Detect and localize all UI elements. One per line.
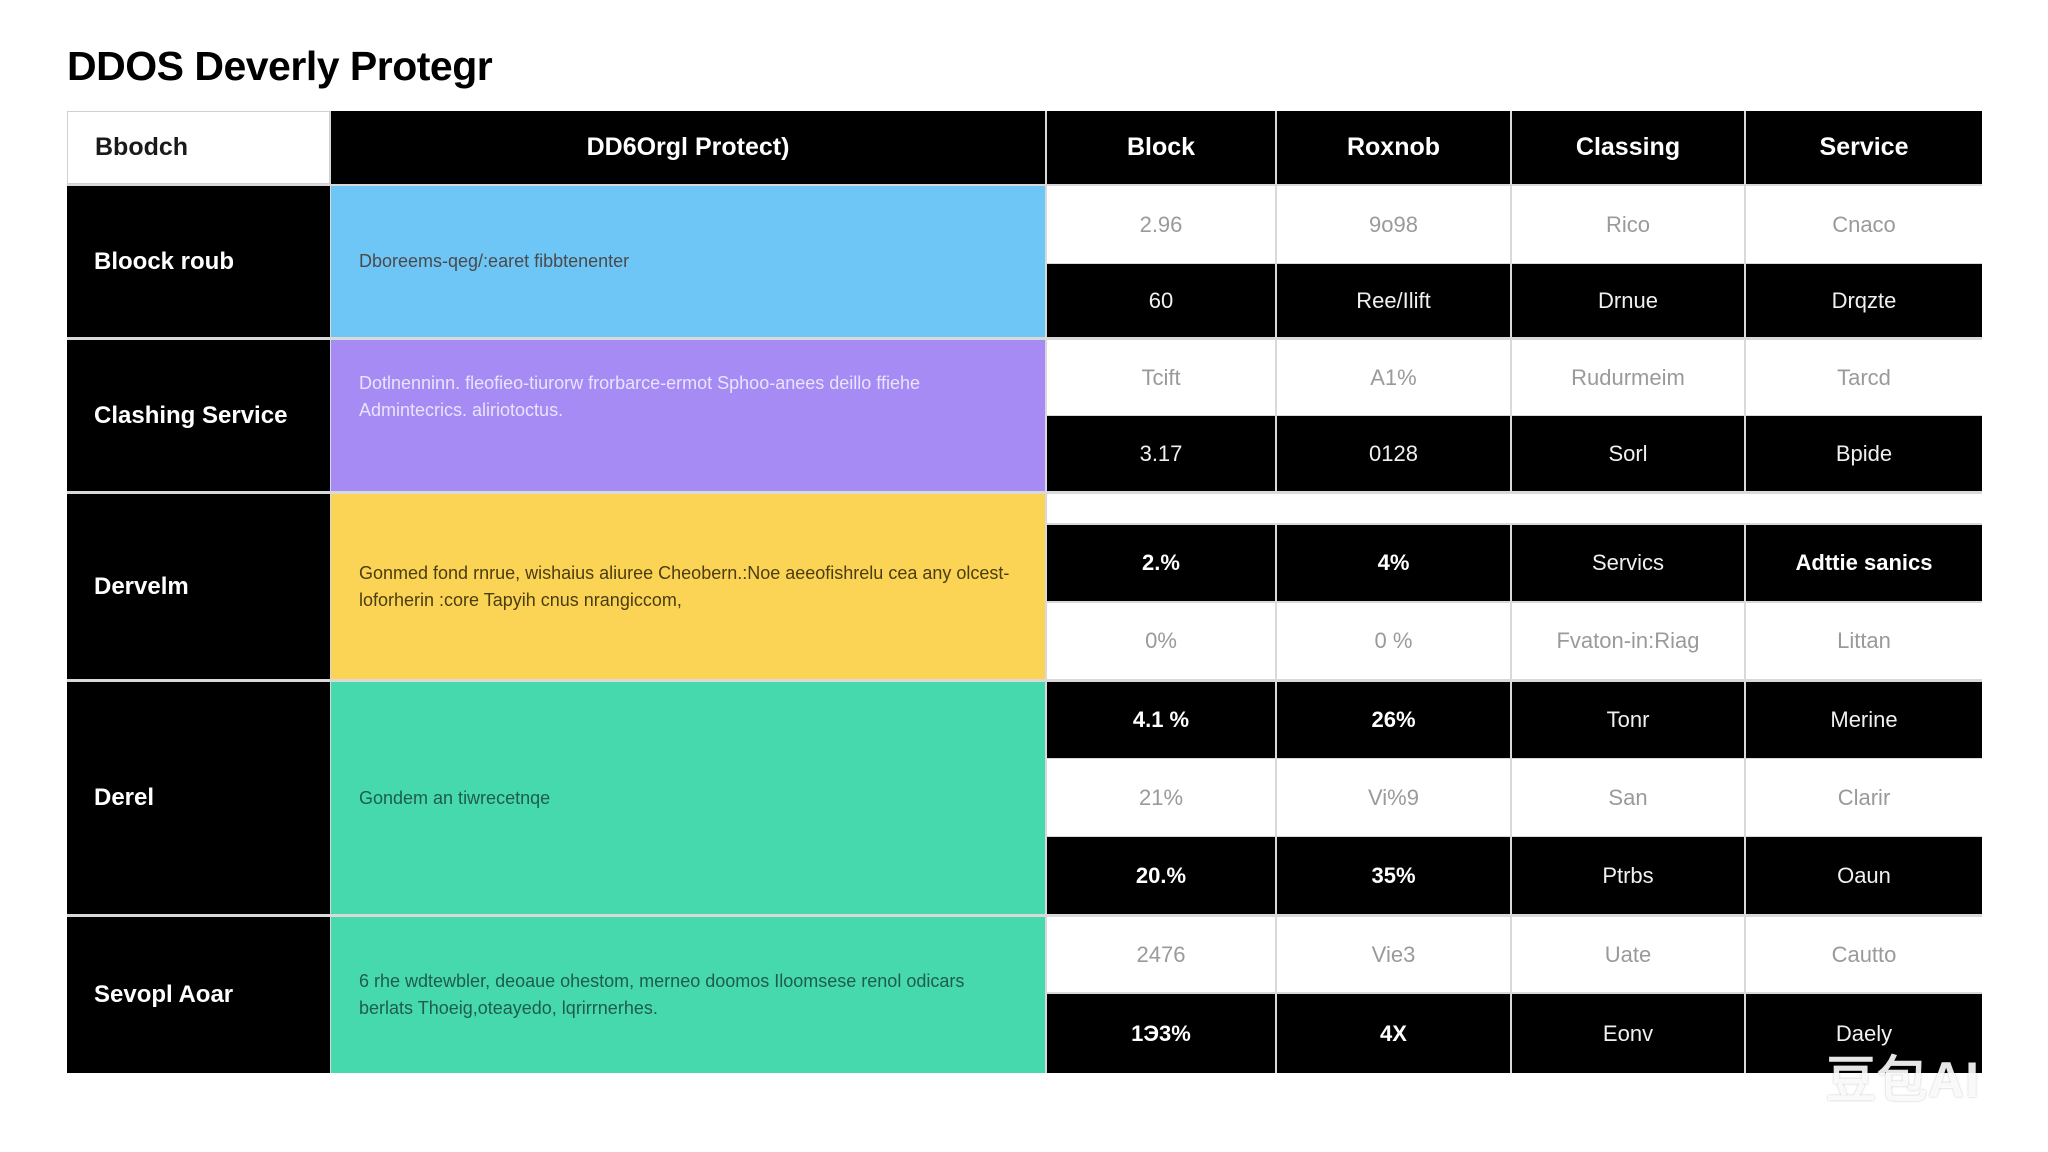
header-cell-roxnob: Roxnob [1277,111,1510,184]
table-cell: Sorl [1512,416,1744,491]
row-label: Derel [67,682,330,914]
table-spacer [1047,494,1982,523]
table-cell: San [1512,759,1744,836]
table-cell: Rudurmeim [1512,340,1744,415]
table-cell: Tonr [1512,682,1744,758]
header-cell-description: DD6Orgl Protect) [331,111,1045,184]
table-cell: 4X [1277,994,1510,1073]
table-cell: 2.96 [1047,186,1275,263]
table-cell: 2.% [1047,525,1275,601]
table-cell: 4% [1277,525,1510,601]
table-cell: 20.% [1047,837,1275,914]
table-cell: Daely [1746,994,1982,1073]
ddos-comparison-table: Bbodch DD6Orgl Protect) Block Roxnob Cla… [67,111,1982,1073]
table-cell: Fvaton-in:Riag [1512,603,1744,679]
table-cell: 35% [1277,837,1510,914]
table-cell: 21% [1047,759,1275,836]
table-cell: Cautto [1746,917,1982,992]
table-cell: Cnaco [1746,186,1982,263]
table-cell: Tcift [1047,340,1275,415]
table-cell: Ree/Ilift [1277,264,1510,337]
table-cell: 3.17 [1047,416,1275,491]
table-cell: Adttie sanics [1746,525,1982,601]
table-cell: Clarir [1746,759,1982,836]
table-cell: Merine [1746,682,1982,758]
table-cell: 2476 [1047,917,1275,992]
page-title: DDOS Deverly Protegr [67,43,493,89]
header-cell-service: Service [1746,111,1982,184]
watermark-logo: 豆包AI [1826,1052,1980,1108]
table-cell: 4.1 % [1047,682,1275,758]
table-cell: 0128 [1277,416,1510,491]
row-label: Clashing Service [67,340,330,491]
table-cell: A1% [1277,340,1510,415]
row-label: Sevopl Aoar [67,917,330,1073]
row-description: Gondem an tiwrecetnqe [331,682,1045,914]
table-cell: Uate [1512,917,1744,992]
table-cell: Oaun [1746,837,1982,914]
header-cell-classing: Classing [1512,111,1744,184]
table-cell: Ptrbs [1512,837,1744,914]
row-label: Dervelm [67,494,330,679]
table-cell: Bpide [1746,416,1982,491]
header-cell-block: Block [1047,111,1275,184]
row-description: Dboreems-qeg/:earet fibbtenenter [331,186,1045,337]
table-cell: Vi%9 [1277,759,1510,836]
table-cell: Vie3 [1277,917,1510,992]
table-cell: 0 % [1277,603,1510,679]
table-cell: 0% [1047,603,1275,679]
table-cell: Tarcd [1746,340,1982,415]
row-description: 6 rhe wdtewbler, deoaue ohestom, merneo … [331,917,1045,1073]
row-label: Bloock roub [67,186,330,337]
table-cell: 60 [1047,264,1275,337]
table-cell: Drnue [1512,264,1744,337]
table-cell: Eonv [1512,994,1744,1073]
table-cell: 1Э3% [1047,994,1275,1073]
table-cell: Littan [1746,603,1982,679]
table-cell: Servics [1512,525,1744,601]
table-cell: 9o98 [1277,186,1510,263]
table-cell: 26% [1277,682,1510,758]
table-cell: Rico [1512,186,1744,263]
header-cell-row-label: Bbodch [67,111,330,184]
row-description: Dotlnenninn. fleofieo-tiurorw frorbarce-… [331,340,1045,491]
row-description: Gonmed fond rnrue, wishaius aliuree Cheo… [331,494,1045,679]
table-cell: Drqzte [1746,264,1982,337]
